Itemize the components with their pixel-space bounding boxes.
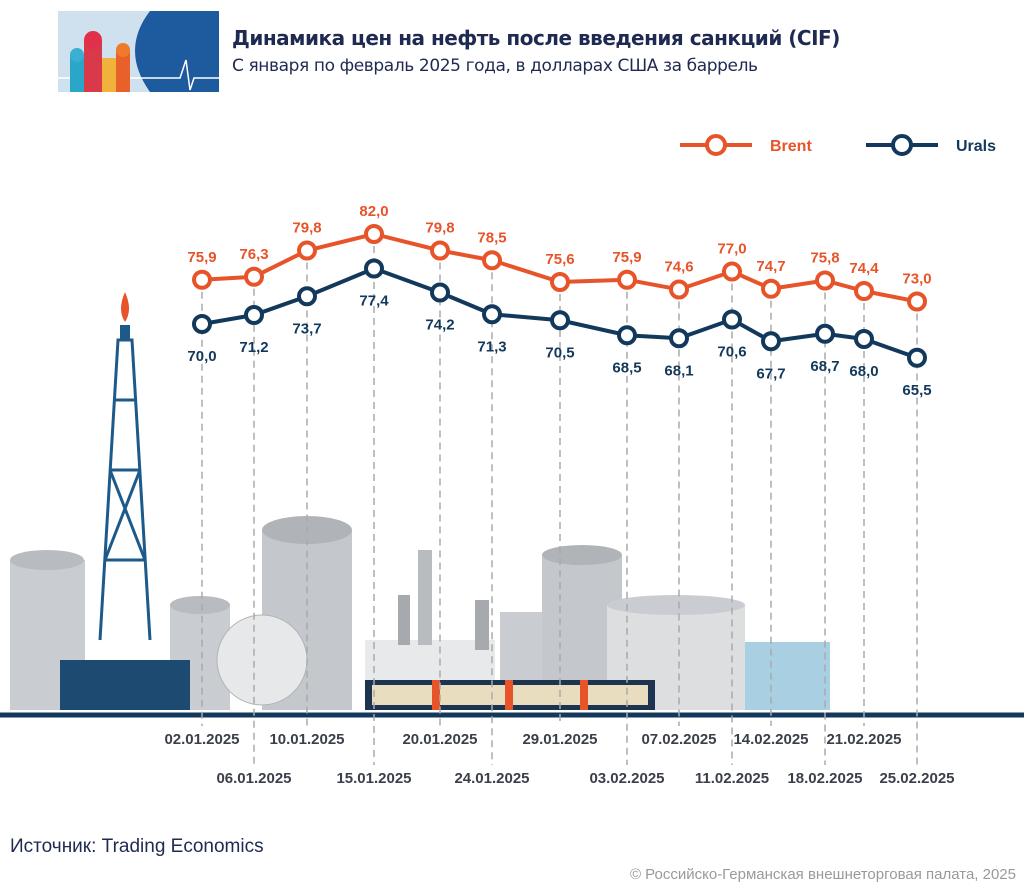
data-label: 68,5 — [612, 359, 641, 376]
data-label: 71,2 — [239, 339, 268, 356]
data-point-urals — [430, 282, 450, 303]
x-tick-label: 02.01.2025 — [164, 731, 239, 748]
source-note: Источник: Trading Economics — [10, 836, 264, 857]
data-label: 71,3 — [477, 338, 506, 355]
logo-icon — [58, 11, 219, 92]
page-subtitle: С января по февраль 2025 года, в доллара… — [232, 56, 758, 76]
data-label: 74,7 — [756, 258, 785, 275]
legend-marker — [891, 134, 913, 156]
data-label: 75,9 — [612, 249, 641, 266]
data-point-brent — [761, 278, 781, 299]
data-label: 78,5 — [477, 229, 506, 246]
data-label: 68,1 — [664, 362, 693, 379]
data-label: 74,6 — [664, 259, 693, 276]
data-point-urals — [761, 331, 781, 352]
data-label: 68,7 — [810, 358, 839, 375]
data-label: 76,3 — [239, 246, 268, 263]
data-point-urals — [722, 309, 742, 330]
x-tick-label: 25.02.2025 — [879, 770, 954, 787]
x-tick-label: 20.01.2025 — [402, 731, 477, 748]
data-point-brent — [617, 269, 637, 290]
data-point-urals — [364, 258, 384, 279]
x-tick-label: 07.02.2025 — [641, 731, 716, 748]
data-label: 74,4 — [849, 260, 879, 277]
x-tick-label: 15.01.2025 — [336, 770, 411, 787]
data-point-urals — [907, 347, 927, 368]
data-point-urals — [550, 310, 570, 331]
data-point-urals — [482, 304, 502, 325]
data-point-brent — [430, 240, 450, 261]
data-point-brent — [550, 272, 570, 292]
data-label: 79,8 — [292, 220, 321, 237]
x-tick-label: 14.02.2025 — [733, 731, 808, 748]
data-point-urals — [244, 305, 264, 325]
data-point-urals — [669, 328, 689, 349]
data-point-urals — [192, 314, 212, 334]
legend-label: Urals — [956, 138, 996, 155]
data-point-urals — [617, 325, 637, 346]
legend-label: Brent — [770, 138, 812, 155]
data-point-brent — [854, 281, 874, 301]
data-point-brent — [815, 270, 835, 291]
x-tick-label: 18.02.2025 — [787, 770, 862, 787]
x-tick-label: 24.01.2025 — [454, 770, 529, 787]
data-point-urals — [297, 286, 317, 307]
x-tick-label: 29.01.2025 — [522, 731, 597, 748]
legend-marker — [705, 134, 727, 156]
data-point-brent — [482, 250, 502, 271]
data-point-brent — [297, 240, 317, 261]
data-label: 67,7 — [756, 365, 785, 382]
data-label: 77,4 — [359, 293, 389, 310]
x-tick-label: 10.01.2025 — [269, 731, 344, 748]
data-label: 73,7 — [292, 320, 321, 337]
data-label: 70,0 — [187, 348, 216, 365]
data-point-brent — [244, 266, 264, 287]
data-point-urals — [854, 329, 874, 349]
data-point-brent — [907, 291, 927, 312]
data-label: 68,0 — [849, 363, 878, 380]
data-label: 82,0 — [359, 203, 388, 220]
x-tick-label: 03.02.2025 — [589, 770, 664, 787]
data-point-brent — [192, 269, 212, 290]
page-title: Динамика цен на нефть после введения сан… — [232, 26, 840, 50]
legend: Brent Urals — [680, 134, 996, 156]
data-point-brent — [722, 261, 742, 282]
data-label: 65,5 — [902, 382, 931, 399]
x-tick-label: 11.02.2025 — [695, 770, 769, 787]
data-point-urals — [815, 323, 835, 344]
data-label: 77,0 — [717, 241, 746, 258]
data-label: 79,8 — [425, 220, 454, 237]
data-point-brent — [669, 279, 689, 300]
data-label: 75,9 — [187, 249, 216, 266]
copyright: © Российско-Германская внешнеторговая па… — [629, 866, 1016, 883]
data-label: 75,6 — [545, 251, 574, 268]
x-tick-label: 06.01.2025 — [216, 770, 291, 787]
data-label: 70,5 — [545, 344, 574, 361]
data-label: 73,0 — [902, 271, 931, 288]
data-point-brent — [364, 224, 384, 244]
data-label: 70,6 — [717, 344, 746, 361]
industrial-illustration — [10, 292, 830, 710]
data-label: 74,2 — [425, 317, 454, 334]
x-tick-label: 21.02.2025 — [826, 731, 901, 748]
data-label: 75,8 — [810, 250, 839, 267]
